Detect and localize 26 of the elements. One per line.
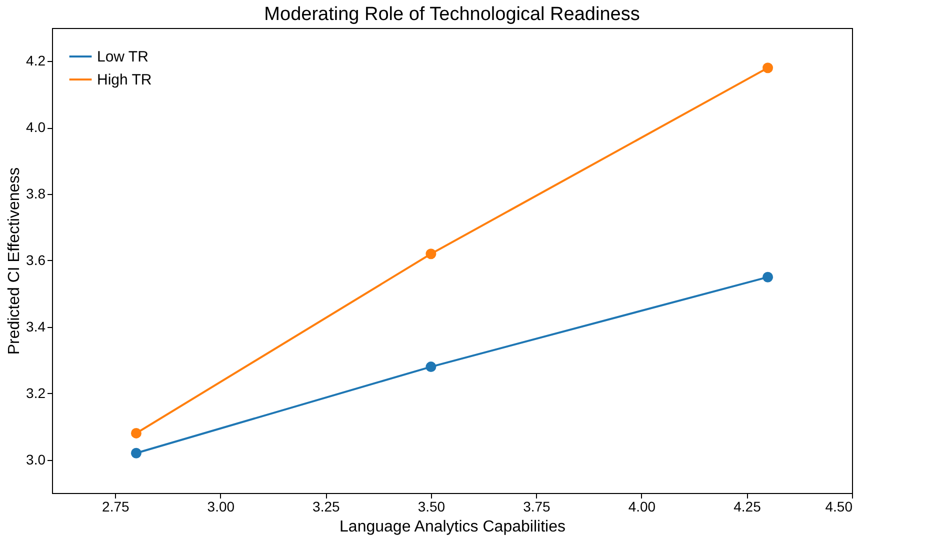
point xyxy=(426,362,436,372)
x-tick-label: 3.00 xyxy=(207,498,235,514)
point xyxy=(762,62,774,74)
x-tick-label: 4.50 xyxy=(825,498,853,514)
point xyxy=(426,248,436,260)
x-tick-label: 3.50 xyxy=(418,498,446,514)
y-tick-label: 4.2 xyxy=(26,52,46,69)
x-tick-label: 4.25 xyxy=(734,498,762,514)
point xyxy=(762,272,774,282)
y-tick-label: 3.6 xyxy=(26,252,46,268)
x-tick-label: 4.00 xyxy=(628,498,656,514)
chart-title: Moderating Role of Technological Readiness xyxy=(264,4,640,25)
y-tick-label: 3.4 xyxy=(26,318,46,334)
point xyxy=(130,428,142,438)
x-tick-label: 2.75 xyxy=(102,498,130,514)
y-tick-label: 3.8 xyxy=(26,186,46,202)
legend-label: Low TR xyxy=(97,48,149,66)
y-tick-label: 3.2 xyxy=(26,384,46,401)
legend-label: High TR xyxy=(97,72,152,88)
y-axis-title: Predicted CI Effectiveness xyxy=(6,167,24,355)
y-tick-label: 4.0 xyxy=(26,119,46,136)
x-tick-label: 3.25 xyxy=(312,498,340,514)
point xyxy=(130,448,142,458)
y-tick-label: 3.0 xyxy=(26,451,46,468)
x-axis-title: Language Analytics Capabilities xyxy=(340,518,566,536)
x-tick-label: 3.75 xyxy=(523,498,551,514)
